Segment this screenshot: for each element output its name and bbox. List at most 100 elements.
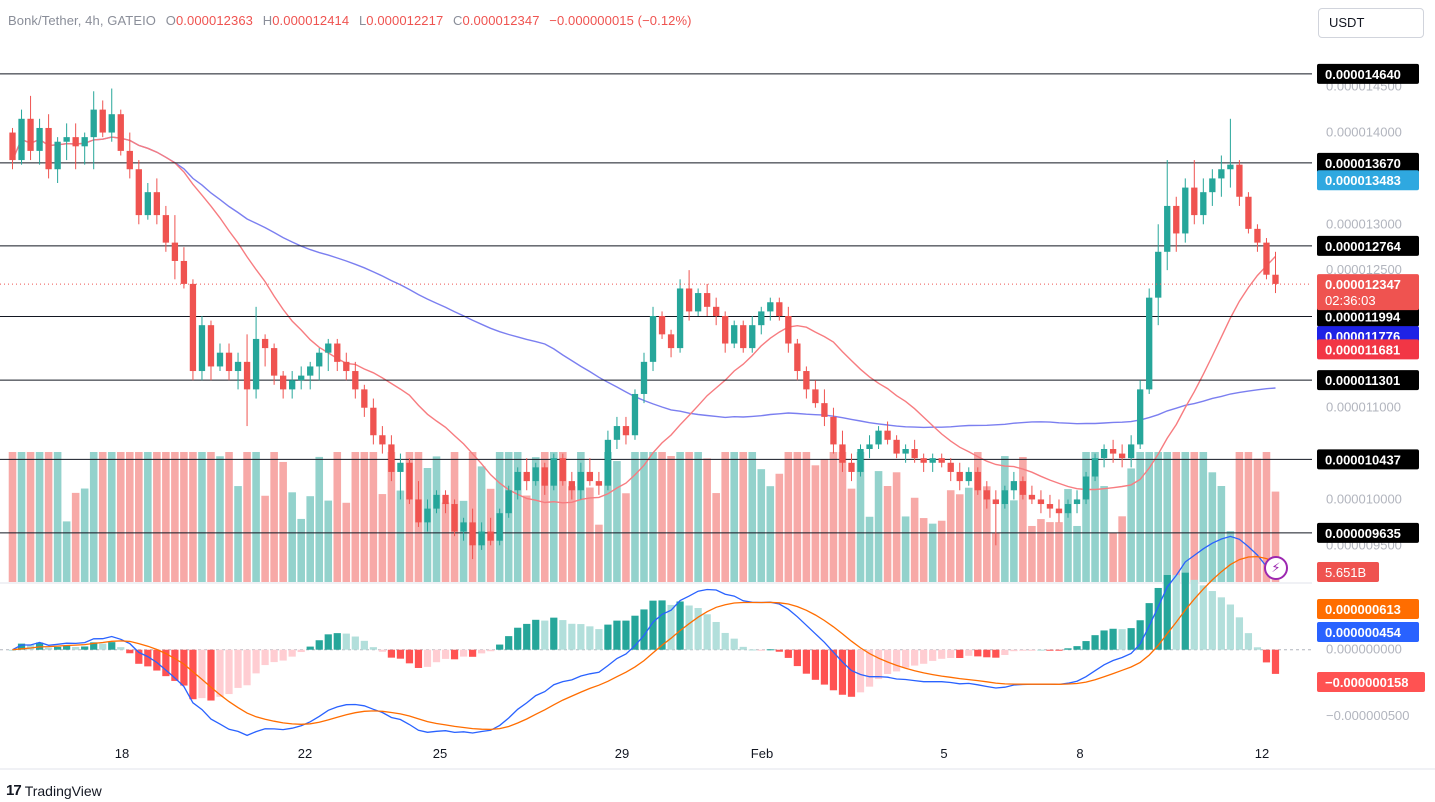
osc-histogram-bar (712, 621, 720, 650)
osc-histogram-bar (865, 649, 874, 687)
candle-body (505, 490, 512, 514)
osc-histogram-bar (333, 633, 341, 650)
volume-bar (676, 452, 684, 582)
candle-body (316, 352, 323, 367)
osc-histogram-bar (703, 614, 711, 650)
osc-histogram-bar (44, 647, 53, 650)
candle-body (379, 435, 386, 445)
volume-bar (351, 452, 360, 582)
osc-histogram-bar (414, 649, 423, 668)
x-tick-label: 8 (1076, 746, 1083, 761)
osc-histogram-bar (1163, 574, 1171, 650)
y-tick-label: 0.000012500 (1326, 262, 1402, 277)
volume-bar (1064, 489, 1072, 582)
tradingview-brand: TradingView (24, 782, 102, 799)
volume-bar (910, 497, 919, 582)
candle-body (604, 439, 612, 486)
candle-body (703, 293, 711, 307)
volume-bar (62, 521, 71, 582)
volume-value-label: 5.651B (1325, 565, 1366, 580)
volume-bar (396, 490, 405, 582)
candle-body (334, 343, 341, 362)
osc-histogram-bar (478, 649, 486, 654)
osc-histogram-bar (1154, 587, 1162, 650)
candle-body (929, 458, 936, 463)
candle-body (270, 348, 278, 376)
osc-histogram-bar (622, 620, 630, 650)
level-price-label-bg (1317, 449, 1419, 470)
candle-body (722, 316, 729, 344)
volume-bar (1136, 452, 1144, 582)
osc-histogram-bar (947, 649, 955, 658)
volume-bar (162, 452, 170, 582)
candle-body (397, 462, 404, 472)
osc-histogram-bar (676, 601, 684, 650)
candle-body (1028, 494, 1036, 500)
osc-histogram-bar (613, 620, 621, 650)
level-price-label: 0.000009635 (1325, 526, 1401, 541)
candle-body (595, 481, 603, 486)
level-price-label-bg (1317, 235, 1419, 256)
candle-body (1137, 389, 1144, 445)
candle-body (1091, 458, 1099, 477)
osc-histogram-bar (189, 649, 197, 700)
volume-bar (441, 502, 450, 582)
candle-body (1263, 242, 1270, 275)
candle-body (108, 114, 115, 133)
candle-body (938, 458, 945, 463)
volume-bar (1181, 452, 1190, 582)
osc-histogram-bar (911, 649, 919, 666)
candle-body (27, 118, 34, 151)
osc-histogram-bar (1109, 628, 1117, 650)
volume-bar (71, 492, 80, 582)
osc-histogram-bar (459, 649, 468, 657)
volume-bar (288, 492, 296, 582)
osc-signal-value-label-bg (1317, 599, 1419, 619)
osc-histogram-bar (965, 649, 973, 656)
volume-bar (540, 452, 549, 582)
open-label: O (165, 13, 176, 28)
osc-histogram-bar (929, 649, 937, 661)
candle-body (442, 494, 449, 505)
osc-histogram-bar (54, 646, 62, 650)
osc-histogram-bar (649, 600, 657, 650)
lightning-icon[interactable]: ⚡ (1264, 556, 1288, 580)
osc-histogram-bar (1127, 628, 1135, 650)
currency-button[interactable]: USDT (1318, 8, 1424, 38)
osc-histogram-bar (450, 649, 459, 660)
level-price-label-bg (1317, 370, 1419, 391)
volume-bar (8, 452, 17, 582)
candle-body (974, 471, 981, 491)
candle-body (1146, 297, 1153, 390)
osc-histogram-bar (72, 646, 80, 650)
candle-body (1245, 196, 1252, 229)
volume-bar (1091, 452, 1099, 582)
candle-body (72, 137, 79, 147)
osc-histogram-bar (135, 649, 143, 664)
tradingview-footer[interactable]: 17 TradingView (6, 782, 102, 799)
level-price-label: 0.000011301 (1325, 373, 1400, 388)
osc-histogram-bar (63, 645, 71, 650)
osc-histogram-bar (1118, 629, 1126, 650)
volume-bar (189, 452, 197, 582)
candle-body (658, 316, 666, 335)
candle-body (622, 426, 630, 436)
osc-histogram-bar (721, 632, 729, 650)
candle-body (848, 462, 855, 472)
candle-body (947, 462, 954, 472)
osc-histogram-bar (423, 649, 432, 667)
osc-histogram-value-label: −0.000000158 (1325, 675, 1409, 690)
osc-histogram-bar (1091, 635, 1099, 650)
ma-value-label: 0.000011681 (1325, 342, 1400, 357)
candle-body (965, 471, 972, 482)
volume-bar (1217, 486, 1226, 582)
volume-bar (116, 452, 125, 582)
osc-histogram-bar (144, 649, 152, 667)
candle-body (1055, 508, 1063, 514)
osc-signal-value-label: 0.000000613 (1325, 602, 1401, 617)
candle-body (532, 467, 539, 482)
osc-histogram-bar (441, 649, 450, 659)
volume-bar (784, 452, 793, 582)
osc-histogram-bar (342, 633, 350, 650)
